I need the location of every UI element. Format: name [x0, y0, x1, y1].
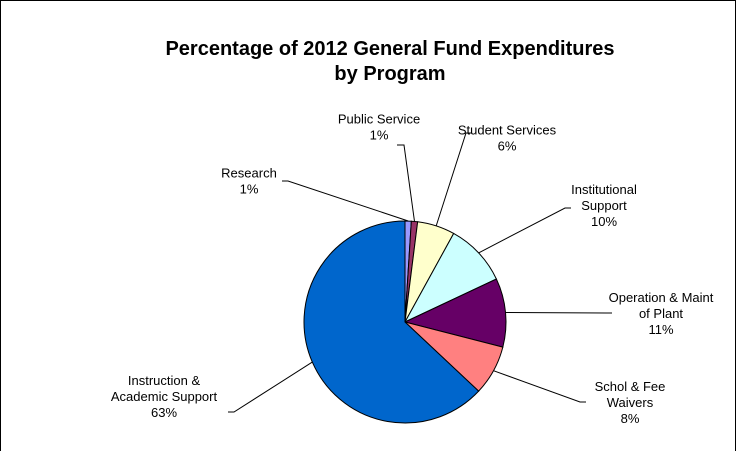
- slice-name-label: Institutional: [571, 182, 637, 197]
- leader-line: [397, 145, 415, 221]
- slice-name-label: Student Services: [458, 123, 557, 138]
- leader-line: [436, 133, 472, 226]
- leader-line: [479, 208, 571, 253]
- slice-name-label: Instruction &: [128, 373, 201, 388]
- slice-name-label: Academic Support: [111, 389, 218, 404]
- leader-line: [494, 371, 587, 402]
- slice-percent-label: 63%: [151, 405, 177, 420]
- pie-slices: [304, 221, 506, 423]
- chart-title-line-1: Percentage of 2012 General Fund Expendit…: [165, 38, 614, 60]
- slice-percent-label: 1%: [370, 128, 389, 143]
- slice-percent-label: 1%: [240, 182, 259, 197]
- slice-name-label: Waivers: [607, 395, 654, 410]
- slice-percent-label: 8%: [621, 411, 640, 426]
- slice-percent-label: 6%: [498, 139, 517, 154]
- slice-name-label: Operation & Maint: [609, 290, 714, 305]
- leader-line: [282, 181, 408, 221]
- slice-name-label: Public Service: [338, 112, 420, 127]
- leader-line: [228, 362, 312, 412]
- leader-line: [506, 313, 612, 314]
- slice-percent-label: 10%: [591, 214, 617, 229]
- chart-title-line-2: by Program: [334, 63, 445, 85]
- slice-name-label: Schol & Fee: [595, 379, 666, 394]
- slice-name-label: of Plant: [639, 306, 683, 321]
- slice-name-label: Research: [221, 166, 277, 181]
- slice-name-label: Support: [581, 198, 627, 213]
- slice-percent-label: 11%: [648, 322, 673, 337]
